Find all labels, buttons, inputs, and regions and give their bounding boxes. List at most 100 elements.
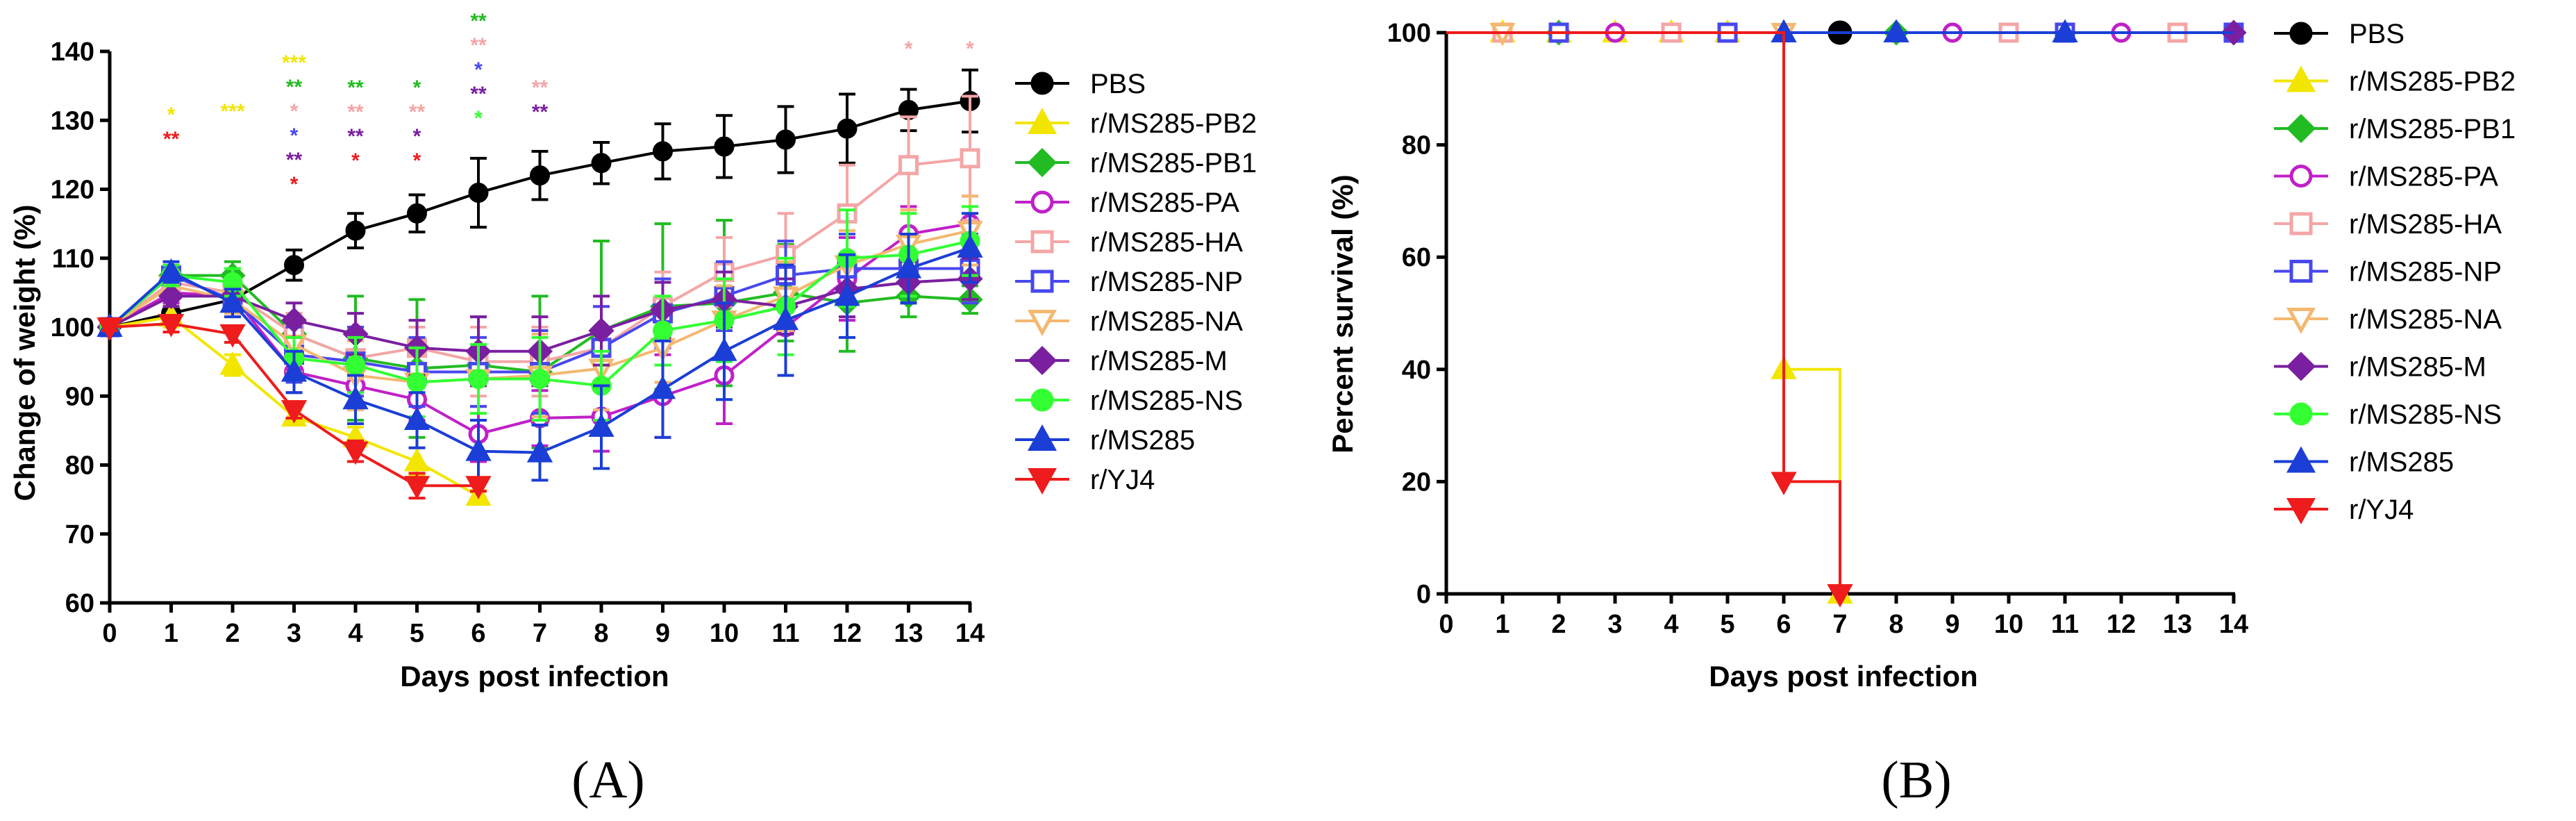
data-point [342, 441, 369, 465]
panel-b-y-axis-title: Percent survival (%) [1326, 174, 1359, 454]
data-point [345, 220, 366, 241]
significance-mark: * [167, 103, 176, 126]
series-r-yj4 [97, 314, 492, 500]
x-tick-label: 3 [1607, 610, 1622, 639]
significance-mark: ** [470, 10, 487, 33]
legend-item: PBS [1015, 69, 1146, 99]
legend-marker [2286, 351, 2316, 381]
legend-label: r/MS285-NA [2349, 304, 2502, 335]
data-point [403, 476, 430, 499]
legend-marker [1030, 388, 1054, 412]
x-tick-label: 3 [287, 619, 301, 648]
legend-item: r/MS285-PB2 [2274, 65, 2516, 97]
legend-item: r/MS285-NA [2274, 304, 2502, 335]
legend-marker [1030, 269, 1054, 293]
legend-item: r/MS285-PB1 [2274, 113, 2516, 144]
y-tick-label: 20 [1402, 467, 1431, 497]
data-point [588, 317, 614, 344]
x-tick-label: 1 [164, 619, 178, 648]
significance-mark: ** [347, 101, 364, 124]
x-tick-label: 11 [771, 619, 799, 648]
data-point [158, 258, 185, 282]
series-r-ms285-pb2 [1446, 19, 1853, 604]
y-tick-label: 140 [51, 38, 94, 67]
data-point [403, 447, 430, 472]
x-tick-label: 2 [225, 619, 240, 648]
legend-item: r/MS285-M [2274, 351, 2486, 383]
significance-mark: * [290, 100, 299, 123]
legend-marker [1030, 190, 1054, 214]
legend-item: r/MS285-PA [2274, 162, 2498, 192]
legend-item: r/MS285-HA [2274, 209, 2502, 240]
data-point [158, 314, 185, 338]
x-tick-label: 0 [102, 619, 117, 648]
data-point [649, 375, 676, 399]
panel-b-survival-chart: Percent survival (%) Days post infection… [1326, 19, 2516, 809]
data-point [465, 438, 492, 461]
data-point [591, 153, 612, 174]
legend-label: r/MS285-PB2 [2349, 67, 2516, 97]
legend-item: r/MS285-NA [1015, 306, 1243, 337]
x-tick-label: 6 [1776, 610, 1791, 639]
legend-label: r/MS285-HA [1090, 227, 1243, 258]
legend-marker [1027, 424, 1057, 451]
legend-label: r/MS285-NS [1090, 385, 1243, 416]
panel-a-x-axis-title: Days post infection [400, 660, 669, 693]
legend-label: r/MS285-NA [1090, 306, 1243, 337]
legend-marker [1027, 108, 1057, 134]
data-point [468, 182, 489, 203]
data-point [530, 368, 550, 389]
data-point [219, 324, 246, 348]
significance-mark: ** [163, 128, 180, 151]
series-r-ms285 [97, 212, 983, 484]
x-tick-label: 10 [710, 619, 739, 648]
data-point [834, 282, 860, 306]
significance-mark: ** [286, 76, 303, 99]
data-point [714, 136, 735, 157]
y-tick-label: 130 [51, 106, 94, 135]
y-tick-label: 100 [1387, 19, 1431, 48]
legend-marker [2289, 260, 2313, 283]
legend-label: r/MS285-M [1090, 346, 1228, 376]
legend-label: r/YJ4 [1090, 465, 1155, 495]
x-tick-label: 9 [1945, 610, 1959, 639]
y-tick-label: 80 [1402, 131, 1431, 160]
significance-mark: ** [470, 34, 487, 57]
significance-mark: * [351, 149, 360, 172]
significance-mark: * [413, 125, 421, 148]
data-point [960, 148, 980, 169]
data-point [1771, 472, 1797, 495]
data-point [711, 338, 737, 361]
legend-item: PBS [2274, 19, 2404, 49]
series-r-yj4 [1446, 31, 1853, 608]
data-point [281, 358, 308, 382]
data-point [219, 351, 246, 375]
data-point [403, 406, 430, 431]
data-point [898, 155, 919, 176]
legend-label: r/MS285-NP [2349, 257, 2502, 288]
legend-marker [1027, 147, 1057, 178]
y-tick-label: 40 [1402, 356, 1431, 385]
y-tick-label: 120 [51, 176, 94, 205]
legend-marker [2286, 65, 2316, 92]
x-tick-label: 14 [2219, 610, 2248, 639]
data-point [281, 307, 308, 333]
data-point [97, 317, 123, 341]
x-tick-label: 13 [894, 619, 923, 648]
significance-mark: ** [532, 76, 549, 99]
legend-marker [2289, 212, 2313, 235]
legend-label: r/MS285-NS [2349, 399, 2502, 430]
legend-marker [2289, 22, 2313, 45]
legend-item: r/MS285-PB2 [1015, 108, 1257, 139]
legend-marker [2289, 402, 2313, 426]
x-tick-label: 12 [2107, 610, 2136, 639]
legend-item: r/MS285-PB1 [1015, 147, 1257, 179]
legend-item: r/MS285-NS [1015, 385, 1243, 416]
significance-mark: * [474, 107, 483, 130]
legend-marker [1030, 72, 1054, 95]
x-tick-label: 6 [471, 619, 485, 648]
data-point [219, 289, 246, 313]
data-point [284, 255, 304, 276]
significance-mark: ** [470, 83, 487, 106]
